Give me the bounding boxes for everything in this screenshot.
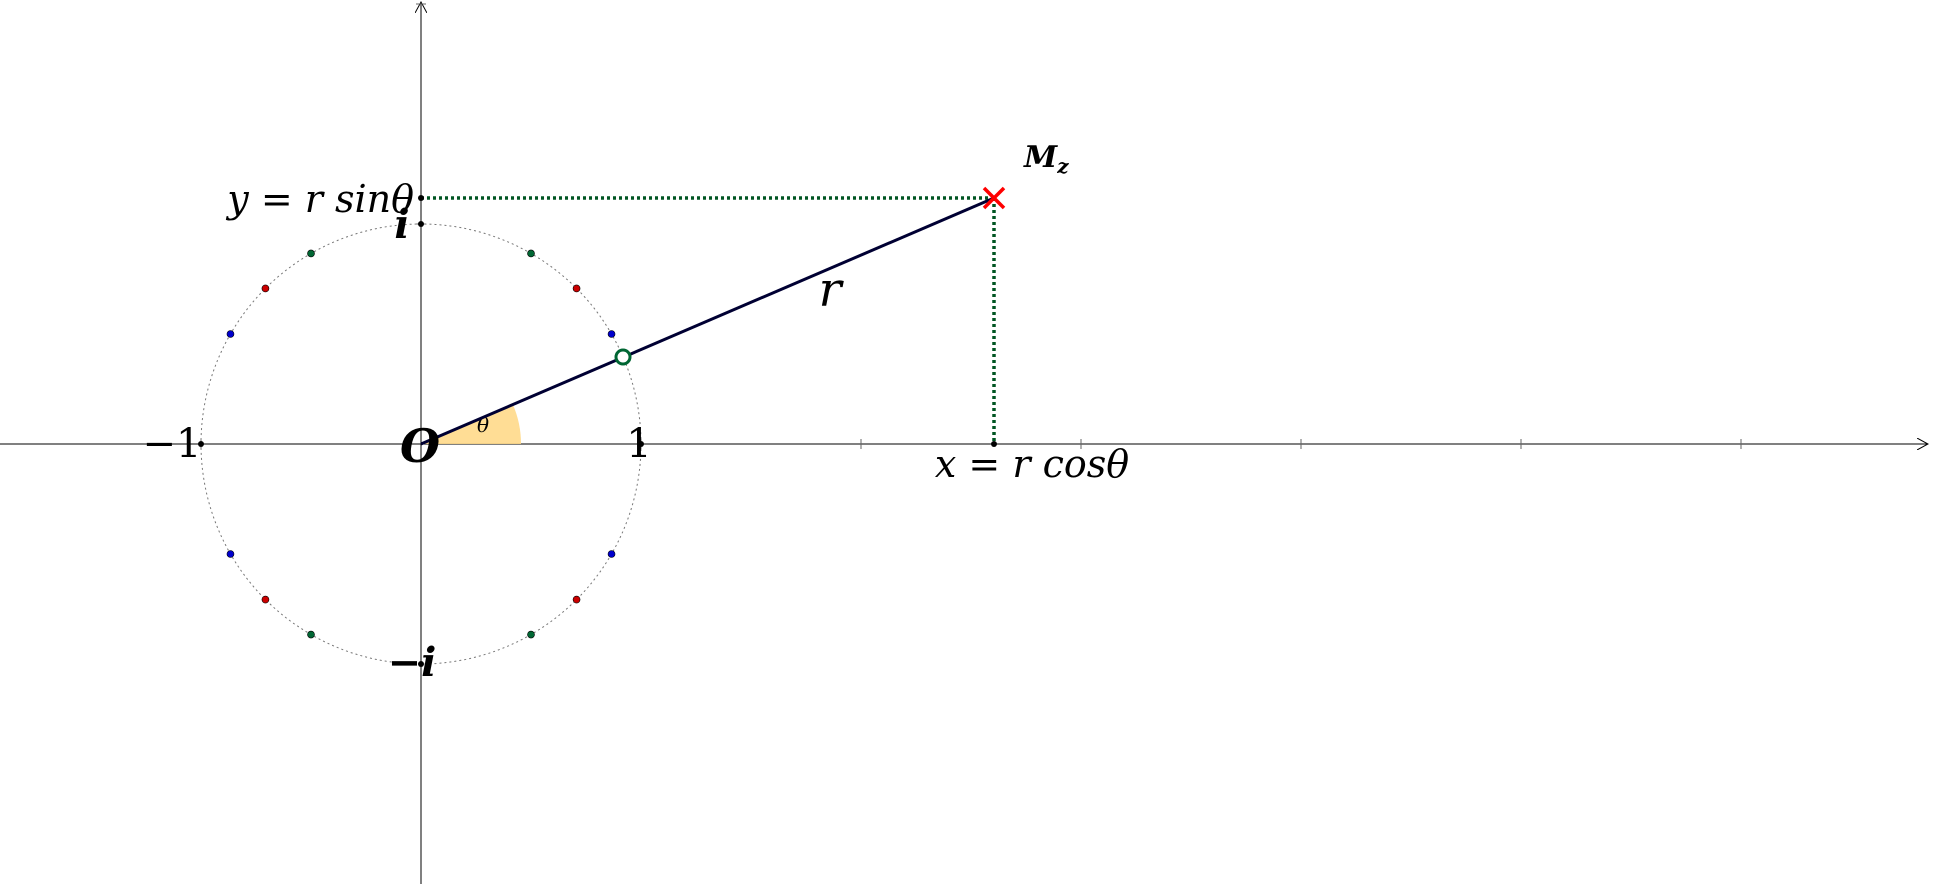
dot-neg-one	[198, 441, 204, 447]
unit-circle-intersection-marker	[614, 348, 632, 366]
unit-circle-point-green-60	[527, 249, 535, 258]
unit-circle-point-blue-150	[226, 330, 235, 338]
unit-circle-point-blue-330	[607, 550, 616, 558]
unit-circle-points	[226, 249, 616, 639]
axis-ticks	[200, 3, 1742, 449]
unit-circle-point-green-240	[307, 630, 315, 639]
point-mz-label: Mz	[1023, 140, 1069, 178]
y-projection-label: y = r sinθ	[225, 177, 414, 221]
unit-circle-point-blue-210	[226, 550, 235, 558]
origin-label: O	[400, 419, 440, 473]
unit-circle-point-red-225	[261, 595, 270, 604]
imag-neg-i-label: −i	[388, 639, 437, 686]
x-projection-label: x = r cosθ	[935, 442, 1129, 486]
point-mz-label-sub: z	[1056, 154, 1069, 178]
dot-i	[418, 221, 424, 227]
point-mz-label-main: M	[1023, 140, 1058, 175]
unit-circle-point-blue-30	[607, 330, 616, 338]
unit-circle-point-red-45	[572, 284, 581, 293]
unit-circle-point-red-315	[572, 595, 581, 604]
unit-circle-point-red-135	[261, 284, 270, 293]
dot-y-projection	[418, 195, 424, 201]
one-label: 1	[626, 421, 651, 467]
dot-x-projection	[991, 441, 997, 447]
radius-segment	[420, 196, 995, 446]
dot-neg-i	[418, 661, 424, 667]
point-mz-marker	[982, 186, 1006, 210]
imag-i-label: i	[394, 201, 409, 248]
unit-circle-point-green-300	[527, 630, 535, 639]
unit-circle-point-green-120	[307, 249, 315, 258]
dot-one	[638, 441, 644, 447]
neg-one-label: −1	[143, 421, 202, 467]
radius-label: r	[819, 262, 845, 318]
